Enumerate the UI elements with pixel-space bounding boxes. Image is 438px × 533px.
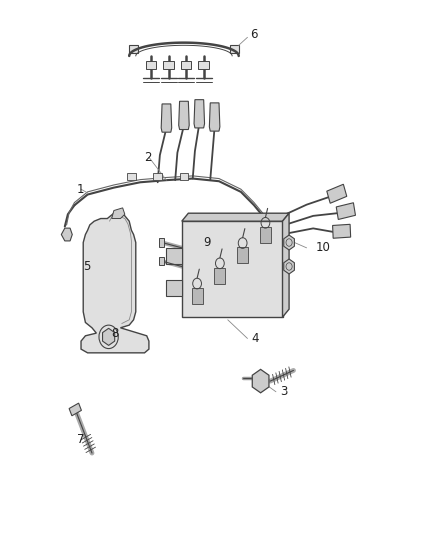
Polygon shape [166, 280, 182, 296]
Polygon shape [166, 248, 182, 264]
Polygon shape [159, 257, 164, 265]
Polygon shape [284, 235, 294, 250]
Polygon shape [194, 100, 205, 128]
Polygon shape [252, 369, 269, 393]
Bar [127, 173, 136, 180]
Polygon shape [332, 224, 351, 238]
Polygon shape [327, 184, 347, 203]
Polygon shape [230, 45, 239, 53]
Bar [214, 268, 225, 284]
Polygon shape [129, 45, 138, 53]
Polygon shape [179, 101, 189, 130]
Polygon shape [61, 228, 72, 241]
Text: 6: 6 [251, 28, 258, 41]
Polygon shape [182, 221, 283, 317]
Polygon shape [69, 403, 81, 416]
Bar [191, 288, 202, 304]
Polygon shape [284, 259, 294, 274]
Bar [146, 61, 156, 69]
Polygon shape [159, 238, 164, 247]
Text: 4: 4 [252, 332, 259, 345]
Text: 3: 3 [280, 385, 288, 398]
Polygon shape [161, 104, 172, 132]
Polygon shape [336, 203, 356, 220]
Text: 5: 5 [83, 260, 91, 273]
Bar [198, 61, 209, 69]
Polygon shape [102, 328, 115, 345]
Bar [181, 61, 191, 69]
Text: 7: 7 [77, 433, 84, 446]
Bar [237, 247, 248, 263]
Bar [180, 173, 188, 180]
Polygon shape [182, 213, 289, 221]
Bar [153, 173, 162, 180]
Bar [163, 61, 174, 69]
Polygon shape [283, 213, 289, 317]
Text: 8: 8 [112, 327, 119, 340]
Text: 10: 10 [315, 241, 330, 254]
Polygon shape [209, 103, 220, 131]
Text: 2: 2 [145, 151, 152, 164]
Bar [260, 227, 271, 243]
Polygon shape [81, 213, 149, 353]
Polygon shape [112, 208, 125, 219]
Text: 1: 1 [77, 183, 84, 196]
Text: 9: 9 [204, 236, 211, 249]
